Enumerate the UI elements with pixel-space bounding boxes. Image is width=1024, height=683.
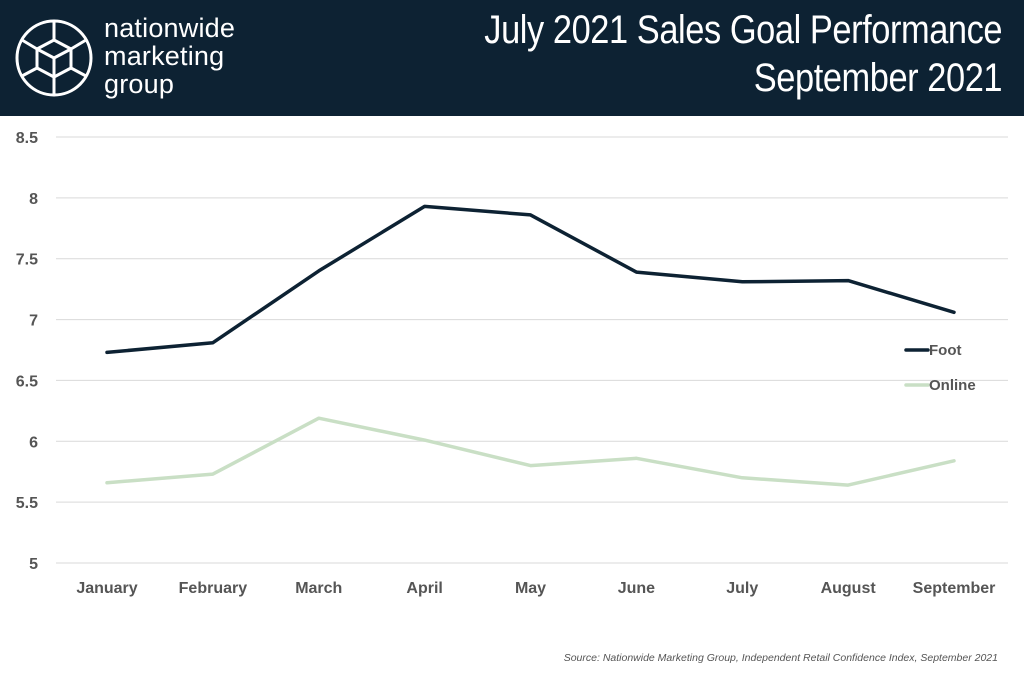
brand-wordmark: nationwide marketing group [104, 14, 235, 98]
x-tick-label: September [913, 580, 996, 597]
grid-lines [56, 136, 1008, 564]
y-tick-label: 5.5 [16, 495, 38, 512]
y-axis-ticks: 8.5 8 7.5 7 6.5 6 5.5 5 [16, 130, 38, 573]
series-lines [105, 204, 956, 487]
legend-label-foot: Foot [929, 342, 961, 359]
title-line-2: September 2021 [753, 56, 1003, 100]
x-tick-label: June [618, 580, 655, 597]
y-tick-label: 8 [29, 191, 38, 208]
x-tick-label: August [821, 580, 877, 597]
legend-label-online: Online [929, 377, 976, 394]
y-tick-label: 7 [29, 313, 38, 330]
x-tick-label: May [515, 580, 546, 597]
y-tick-label: 6.5 [16, 373, 38, 390]
title-line-1: July 2021 Sales Goal Performance [484, 8, 1002, 52]
page-title: July 2021 Sales Goal Performance Septemb… [484, 6, 1002, 102]
legend: Foot Online [904, 342, 976, 394]
line-chart: 8.5 8 7.5 7 6.5 6 5.5 5 January February March Apr… [16, 130, 1008, 597]
y-tick-label: 6 [29, 434, 38, 451]
x-axis-ticks: January February March April May June July Augu… [76, 580, 995, 597]
y-tick-label: 5 [29, 556, 38, 573]
series-line-foot [105, 204, 956, 355]
x-tick-label: February [179, 580, 248, 597]
x-tick-label: July [726, 580, 758, 597]
y-tick-label: 7.5 [16, 252, 38, 269]
brand-line-2: marketing [104, 41, 225, 71]
y-tick-label: 8.5 [16, 130, 38, 147]
series-line-online [105, 416, 956, 487]
x-tick-label: January [76, 580, 137, 597]
geodesic-sphere-icon [15, 19, 93, 97]
source-note: Source: Nationwide Marketing Group, Inde… [563, 652, 998, 664]
x-tick-label: March [295, 580, 342, 597]
header-bar: nationwide marketing group July 2021 Sal… [0, 0, 1024, 116]
brand-line-3: group [104, 69, 175, 99]
brand-line-1: nationwide [104, 13, 236, 43]
x-tick-label: April [406, 580, 442, 597]
